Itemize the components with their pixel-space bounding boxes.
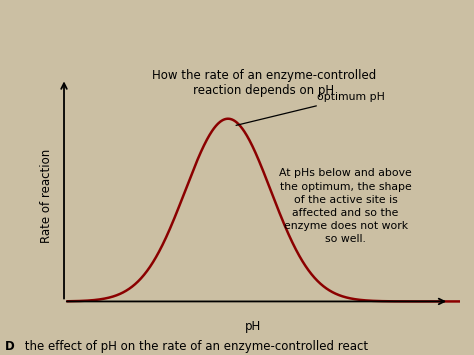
Text: optimum pH: optimum pH <box>236 92 385 125</box>
Text: Rate of reaction: Rate of reaction <box>40 148 53 242</box>
Text: How the rate of an enzyme-controlled
reaction depends on pH: How the rate of an enzyme-controlled rea… <box>152 69 376 97</box>
Text: At pHs below and above
the optimum, the shape
of the active site is
affected and: At pHs below and above the optimum, the … <box>279 168 412 245</box>
Text: the effect of pH on the rate of an enzyme-controlled react: the effect of pH on the rate of an enzym… <box>21 340 368 353</box>
Text: D: D <box>5 340 15 353</box>
Text: pH: pH <box>245 320 261 333</box>
